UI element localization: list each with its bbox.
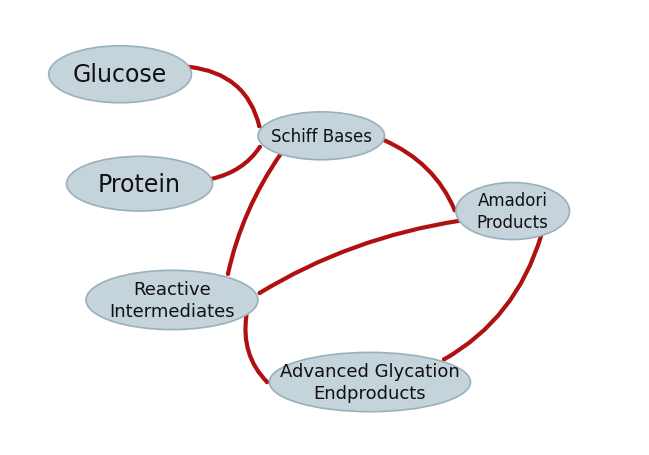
Ellipse shape [49,46,191,104]
FancyArrowPatch shape [212,147,260,180]
Text: Protein: Protein [98,172,181,196]
FancyArrowPatch shape [260,221,459,293]
Ellipse shape [86,271,258,330]
Text: Amadori
Products: Amadori Products [477,192,548,231]
Text: Schiff Bases: Schiff Bases [271,127,372,146]
Text: Advanced Glycation
Endproducts: Advanced Glycation Endproducts [280,363,459,402]
Ellipse shape [269,353,471,412]
FancyArrowPatch shape [245,315,267,382]
Ellipse shape [66,157,213,212]
FancyArrowPatch shape [384,141,455,211]
Ellipse shape [456,183,570,240]
Text: Reactive
Intermediates: Reactive Intermediates [109,281,235,320]
FancyArrowPatch shape [189,68,260,127]
FancyArrowPatch shape [444,236,541,359]
Text: Glucose: Glucose [73,63,167,87]
Ellipse shape [258,113,384,161]
FancyArrowPatch shape [228,155,280,274]
